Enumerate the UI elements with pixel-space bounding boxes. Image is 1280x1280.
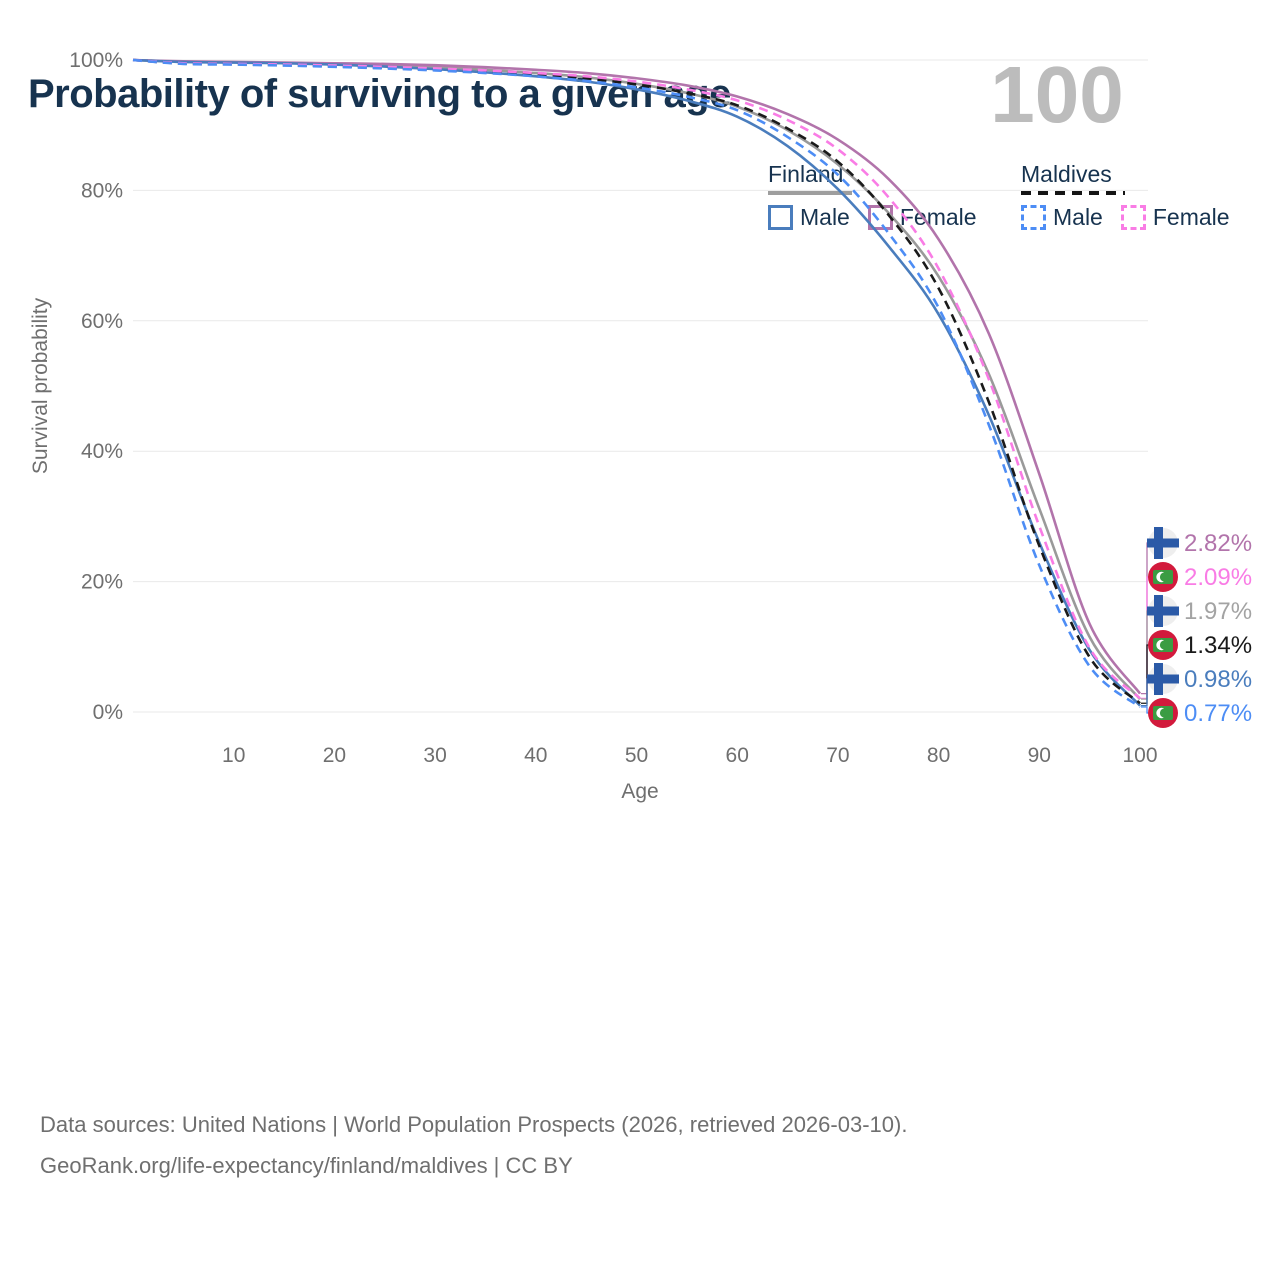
x-tick-label-60: 60 — [726, 744, 749, 767]
x-axis-title: Age — [621, 780, 658, 803]
end-label-maldives-total: 1.34% — [1141, 630, 1252, 704]
legend-row-maldives: Male Female — [1021, 204, 1230, 231]
end-value-label: 0.77% — [1184, 700, 1252, 727]
end-value-label: 0.98% — [1184, 666, 1252, 693]
survival-probability-chart: 0% 20% 40% 60% 80% 100% 100 10 20 30 40 50 60 70 80 90 1… — [29, 49, 1252, 803]
end-value-label: 2.82% — [1184, 530, 1252, 557]
y-axis-title: Survival probability — [29, 297, 52, 474]
legend-item-maldives-female[interactable]: Female — [1120, 204, 1230, 231]
legend-group-maldives: Maldives Male Female — [1021, 161, 1230, 231]
finland-flag-icon — [1147, 663, 1179, 695]
curve-maldives-female[interactable] — [132, 58, 1141, 700]
legend-item-maldives-male[interactable]: Male — [1021, 204, 1103, 231]
x-tick-label-50: 50 — [625, 744, 648, 767]
legend-heading-maldives: Maldives — [1021, 161, 1112, 187]
y-tick-label-100: 100% — [69, 49, 123, 72]
finland-flag-icon — [1147, 527, 1179, 559]
end-label-finland-total: 1.97% — [1141, 595, 1252, 700]
legend-linestyle-dashed-sample — [1021, 191, 1125, 195]
curve-finland-male[interactable] — [132, 58, 1141, 707]
x-tick-label-70: 70 — [826, 744, 849, 767]
legend-linestyle-solid-sample — [768, 191, 852, 195]
x-tick-label-10: 10 — [222, 744, 245, 767]
legend-group-finland: Finland Male Female — [768, 161, 977, 231]
footer-attribution: Data sources: United Nations | World Pop… — [40, 1104, 907, 1186]
maldives-female-swatch-icon — [1120, 205, 1146, 230]
finland-male-swatch-icon — [768, 205, 793, 230]
y-tick-label-60: 60% — [81, 310, 123, 333]
x-tick-label-80: 80 — [927, 744, 950, 767]
x-tick-label-30: 30 — [423, 744, 446, 767]
x-tick-label-40: 40 — [524, 744, 547, 767]
footer-data-sources: Data sources: United Nations | World Pop… — [40, 1112, 908, 1137]
end-value-label: 2.09% — [1184, 564, 1252, 591]
end-label-maldives-male: 0.77% — [1141, 698, 1252, 728]
y-tick-label-0: 0% — [93, 701, 123, 724]
curve-maldives-male[interactable] — [132, 58, 1141, 709]
maldives-flag-icon — [1148, 630, 1178, 660]
legend-label-maldives-female: Female — [1152, 204, 1230, 230]
finland-flag-icon — [1147, 595, 1179, 627]
y-tick-label-80: 80% — [81, 179, 123, 202]
y-tick-label-20: 20% — [81, 571, 123, 594]
legend-label-maldives-male: Male — [1053, 204, 1103, 230]
y-tick-label-40: 40% — [81, 440, 123, 463]
x-tick-label-20: 20 — [323, 744, 346, 767]
legend-label-finland-male: Male — [800, 204, 850, 230]
maldives-male-swatch-icon — [1021, 205, 1046, 230]
maldives-flag-icon — [1148, 562, 1178, 592]
maldives-flag-icon — [1148, 698, 1178, 728]
x-tick-label-90: 90 — [1028, 744, 1051, 767]
age-watermark: 100 — [990, 50, 1123, 139]
legend-item-finland-male[interactable]: Male — [768, 204, 850, 231]
legend-row-finland: Male Female — [768, 204, 977, 231]
footer-url-license: GeoRank.org/life-expectancy/finland/mald… — [40, 1153, 573, 1178]
end-label-maldives-female: 2.09% — [1141, 562, 1252, 700]
end-value-label: 1.97% — [1184, 598, 1252, 625]
end-label-finland-male: 0.98% — [1141, 663, 1252, 707]
end-value-label: 1.34% — [1184, 632, 1252, 659]
x-tick-label-100: 100 — [1122, 744, 1157, 767]
curve-maldives-total[interactable] — [132, 58, 1141, 705]
